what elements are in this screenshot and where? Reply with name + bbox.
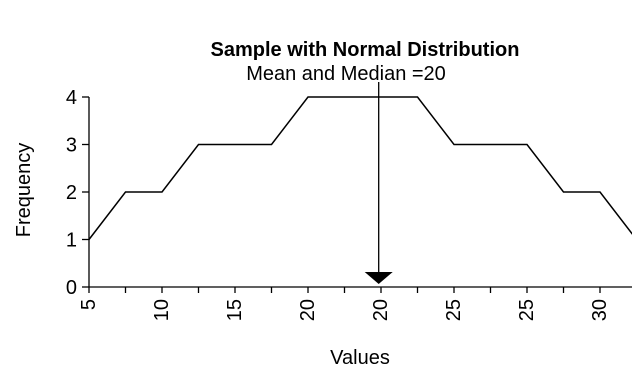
x-tick-label: 10 [151, 299, 173, 321]
x-ticks: 5 10 15 20 20 25 25 30 [78, 287, 611, 321]
y-tick-label: 4 [66, 87, 77, 109]
y-tick-label: 1 [66, 230, 77, 252]
y-tick-label: 3 [66, 135, 77, 157]
annotation: Mean and Median =20 [246, 63, 446, 284]
x-tick-label: 25 [443, 299, 465, 321]
series-line [88, 96, 632, 240]
y-tick-label: 0 [66, 277, 77, 299]
y-tick-label: 2 [66, 182, 77, 204]
annotation-label: Mean and Median =20 [246, 63, 446, 85]
x-axis-label: Values [330, 347, 390, 369]
annotation-arrow-head [364, 272, 393, 284]
x-tick-label: 20 [370, 299, 392, 321]
x-tick-label: 15 [224, 299, 246, 321]
x-tick-label: 25 [516, 299, 538, 321]
x-tick-label: 20 [297, 299, 319, 321]
chart-title: Sample with Normal Distribution [211, 39, 520, 61]
y-axis-label: Frequency [13, 143, 35, 238]
y-ticks: 0 1 2 3 4 [66, 87, 89, 299]
x-tick-label: 30 [589, 299, 611, 321]
series [88, 96, 632, 240]
x-tick-label: 5 [78, 299, 100, 310]
